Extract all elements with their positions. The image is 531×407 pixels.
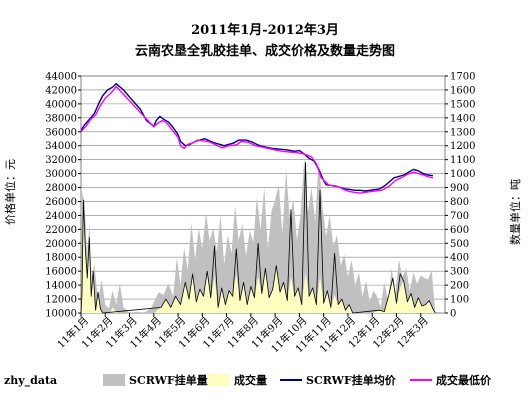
y-right-tick-label: 1000 (450, 169, 475, 180)
y-right-tick-label: 300 (450, 267, 469, 278)
y-left-tick-label: 16000 (45, 267, 77, 278)
legend-label: zhy_data (4, 374, 57, 388)
y-left-tick-label: 20000 (45, 239, 77, 250)
y-right-tick-label: 1400 (450, 113, 475, 124)
y-right-tick-label: 100 (450, 295, 469, 306)
y-left-tick-label: 24000 (45, 211, 77, 222)
y-left-tick-label: 34000 (45, 141, 77, 152)
y-left-tick-label: 12000 (45, 295, 77, 306)
series-layer (80, 82, 436, 314)
y-right-tick-label: 1200 (450, 141, 475, 152)
series-成交最低价 (80, 85, 434, 194)
y-right-tick-label: 500 (450, 239, 469, 250)
y-right-tick-label: 1500 (450, 99, 475, 110)
y-left-tick-label: 30000 (45, 169, 77, 180)
y-right-tick-label: 800 (450, 197, 469, 208)
y-right-tick-label: 1700 (450, 72, 475, 83)
y-left-tick-label: 42000 (45, 85, 77, 96)
series-成交量 (81, 200, 436, 313)
y-left-tick-label: 28000 (45, 183, 77, 194)
legend-label: 成交量 (234, 373, 267, 387)
y-left-tick-label: 10000 (45, 309, 77, 320)
y-right-tick-label: 0 (450, 309, 456, 320)
legend-swatch (103, 374, 125, 386)
x-axis: 11年1月11年2月11年3月11年4月11年5月11年6月11年7月11年8月… (54, 313, 431, 355)
y-right-tick-label: 1300 (450, 127, 475, 138)
legend-swatch (208, 374, 230, 386)
legend-label: 成交最低价 (436, 373, 492, 387)
y-right-tick-label: 700 (450, 211, 469, 222)
series-SCRWF挂单均价 (80, 82, 433, 192)
y-left-label: 价格单位：元 (3, 159, 17, 225)
y-right-tick-label: 1600 (450, 85, 475, 96)
chart-subtitle: 云南农垦全乳胶挂单、成交价格及数量走势图 (135, 43, 395, 59)
series-成交量细线 (80, 161, 436, 314)
y-right-tick-label: 900 (450, 183, 469, 194)
y-right-tick-label: 1100 (450, 155, 475, 166)
chart-title: 2011年1月-2012年3月 (191, 22, 339, 38)
series-SCRWF挂单量 (81, 158, 436, 313)
y-right-axis: 0 100 200 300 400 500 600 700 800 900 1000 1100 1200… (445, 72, 475, 320)
legend: zhy_data SCRWF挂单量 成交量 SCRWF挂单均价 成交最低价 (4, 373, 492, 388)
y-left-tick-label: 26000 (45, 197, 77, 208)
y-left-tick-label: 18000 (45, 253, 77, 264)
y-left-tick-label: 40000 (45, 99, 77, 110)
y-right-label: 数量单位：吨 (508, 179, 522, 245)
legend-label: SCRWF挂单均价 (306, 373, 397, 387)
y-left-axis: 10000 12000 14000 16000 18000 20000 22000 24000… (45, 72, 81, 320)
y-right-tick-label: 400 (450, 253, 469, 264)
y-left-tick-label: 44000 (45, 72, 77, 83)
y-left-tick-label: 22000 (45, 225, 77, 236)
y-right-tick-label: 600 (450, 225, 469, 236)
y-left-tick-label: 36000 (45, 127, 77, 138)
y-right-tick-label: 200 (450, 281, 469, 292)
y-left-tick-label: 38000 (45, 113, 77, 124)
y-left-tick-label: 14000 (45, 281, 77, 292)
legend-label: SCRWF挂单量 (129, 373, 208, 387)
y-left-tick-label: 32000 (45, 155, 77, 166)
